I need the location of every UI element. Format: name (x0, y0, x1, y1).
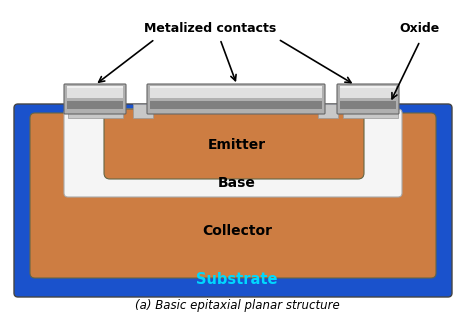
Bar (67, 87, 123, 98)
Bar (343, 104, 398, 118)
Text: Emitter: Emitter (208, 138, 266, 152)
Bar (150, 85, 322, 88)
FancyBboxPatch shape (64, 84, 126, 114)
Bar (150, 87, 322, 98)
Text: Oxide: Oxide (400, 22, 440, 34)
Bar (133, 104, 153, 118)
FancyBboxPatch shape (104, 109, 364, 179)
Text: Metalized contacts: Metalized contacts (144, 22, 276, 34)
Bar (150, 101, 322, 109)
Bar (340, 87, 396, 98)
Bar (67, 101, 123, 109)
FancyBboxPatch shape (64, 109, 402, 197)
FancyBboxPatch shape (30, 113, 436, 278)
FancyBboxPatch shape (14, 104, 452, 297)
Text: Base: Base (218, 176, 256, 190)
Bar (67, 85, 123, 88)
FancyBboxPatch shape (337, 84, 399, 114)
Text: Substrate: Substrate (196, 273, 278, 288)
Bar (68, 104, 123, 118)
Bar (340, 101, 396, 109)
Text: Collector: Collector (202, 224, 272, 238)
Bar (318, 104, 338, 118)
Text: (a) Basic epitaxial planar structure: (a) Basic epitaxial planar structure (135, 299, 339, 311)
Bar (340, 85, 396, 88)
FancyBboxPatch shape (147, 84, 325, 114)
